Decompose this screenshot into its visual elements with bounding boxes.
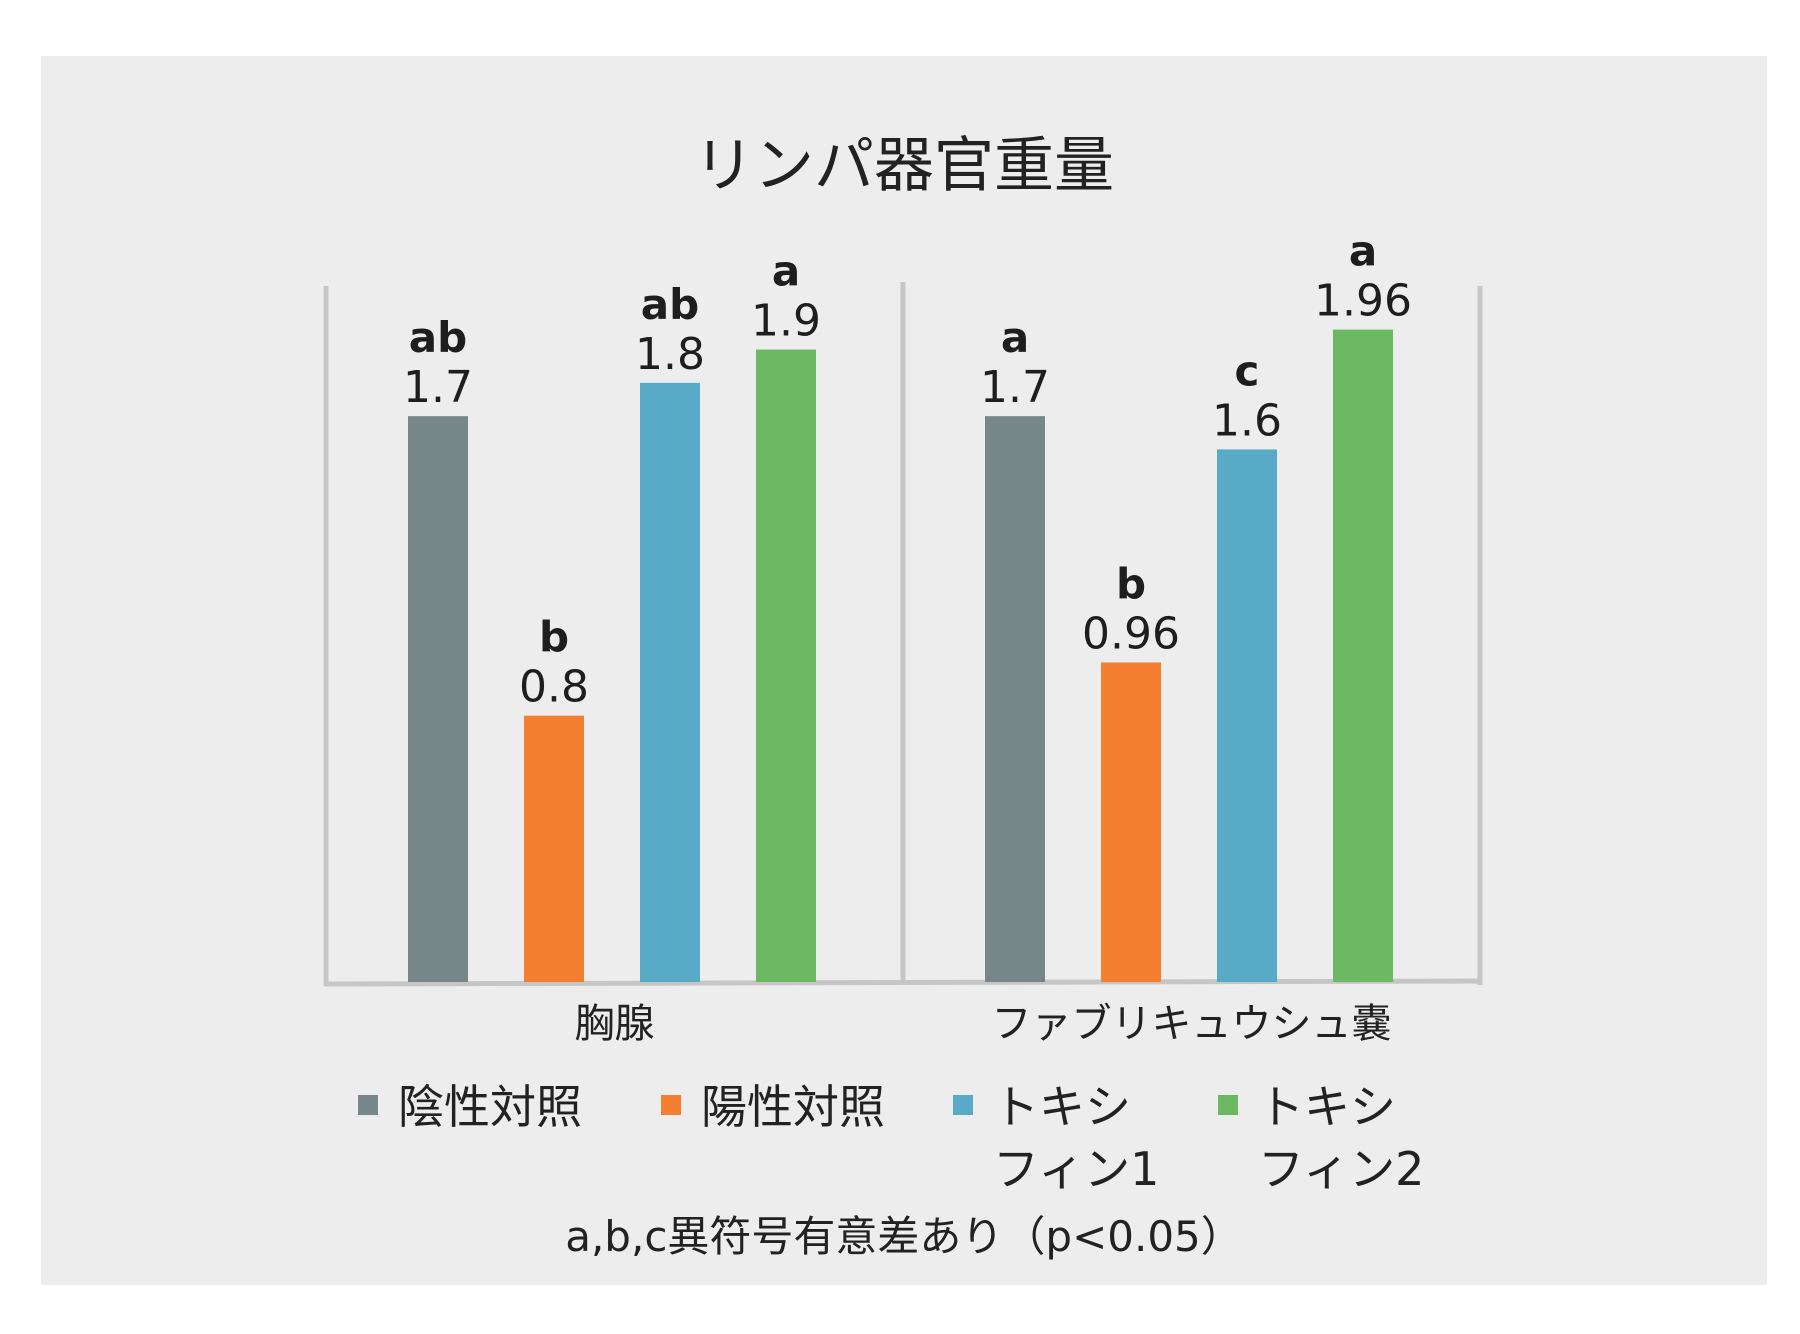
bar (1333, 329, 1393, 983)
bar-value-label: 0.8 (519, 662, 589, 713)
bar (985, 416, 1045, 983)
chart-panel: リンパ器官重量 1.7 ab 1.7 a 0.8 b 0.96 b 1.8 ab 1.6 c 1.9 a 1… (41, 56, 1767, 1285)
bar-value-label: 1.8 (635, 329, 705, 380)
bar-value-label: 1.6 (1212, 395, 1282, 446)
legend-label: フィン2 (1258, 1142, 1424, 1196)
significance-letter: b (1116, 559, 1146, 608)
bar-value-label: 1.96 (1314, 276, 1412, 327)
legend-swatch (1218, 1095, 1238, 1115)
bar (408, 416, 468, 983)
bar (640, 382, 700, 982)
axis-x (323, 978, 1483, 987)
significance-letter: a (1349, 227, 1377, 276)
bar-value-label: 1.9 (751, 296, 821, 347)
category-label: 胸腺 (575, 1001, 655, 1047)
category-labels: 胸腺 ファブリキュウシュ嚢 (575, 1001, 1392, 1047)
bar-value-label: 1.7 (403, 362, 473, 413)
significance-letter: ab (409, 313, 467, 362)
significance-letter: ab (641, 280, 699, 329)
category-label: ファブリキュウシュ嚢 (992, 1001, 1392, 1047)
significance-letter: a (1001, 313, 1029, 362)
bar-value-label: 1.7 (980, 362, 1050, 413)
legend-label: トキシ (1258, 1080, 1396, 1134)
bars (408, 329, 1393, 983)
bar (1217, 449, 1277, 982)
bar-value-label: 0.96 (1082, 608, 1180, 659)
legend-swatch (661, 1095, 681, 1115)
bar (756, 349, 816, 983)
legend-swatch (358, 1095, 378, 1115)
legend-label: フィン1 (993, 1142, 1159, 1196)
legend-label: 陰性対照 (398, 1080, 582, 1134)
legend-label: 陽性対照 (701, 1080, 885, 1134)
bar (524, 715, 584, 982)
legend-swatch (953, 1095, 973, 1115)
significance-note: a,b,c異符号有意差あり（p<0.05） (565, 1212, 1243, 1261)
significance-letter: a (772, 247, 800, 296)
legend-label: トキシ (993, 1080, 1131, 1134)
significance-letter: c (1235, 346, 1260, 395)
bar (1101, 662, 1161, 982)
significance-letter: b (539, 613, 569, 662)
axes (323, 282, 1483, 987)
chart-title: リンパ器官重量 (694, 131, 1114, 201)
